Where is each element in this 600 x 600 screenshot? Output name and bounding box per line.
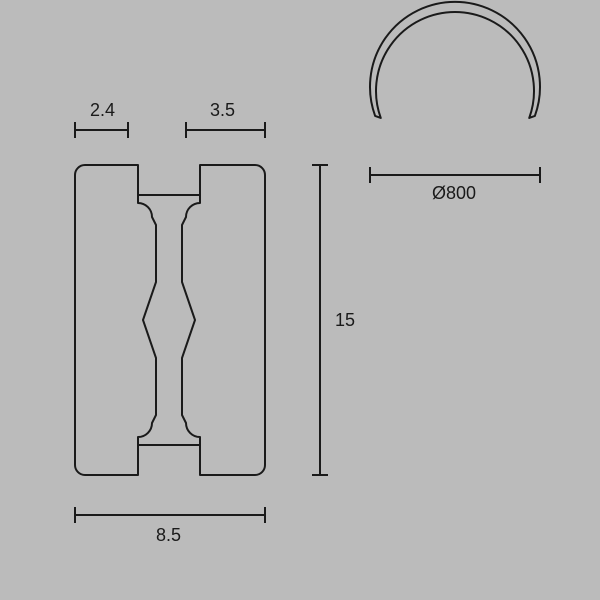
drawing-svg <box>0 0 600 600</box>
dim-label-top-right: 3.5 <box>210 100 235 121</box>
dim-label-top-left: 2.4 <box>90 100 115 121</box>
dim-label-bottom: 8.5 <box>156 525 181 546</box>
technical-drawing: 2.4 3.5 8.5 15 Ø800 <box>0 0 600 600</box>
dim-label-diameter: Ø800 <box>432 183 476 204</box>
dim-label-height: 15 <box>335 310 355 331</box>
